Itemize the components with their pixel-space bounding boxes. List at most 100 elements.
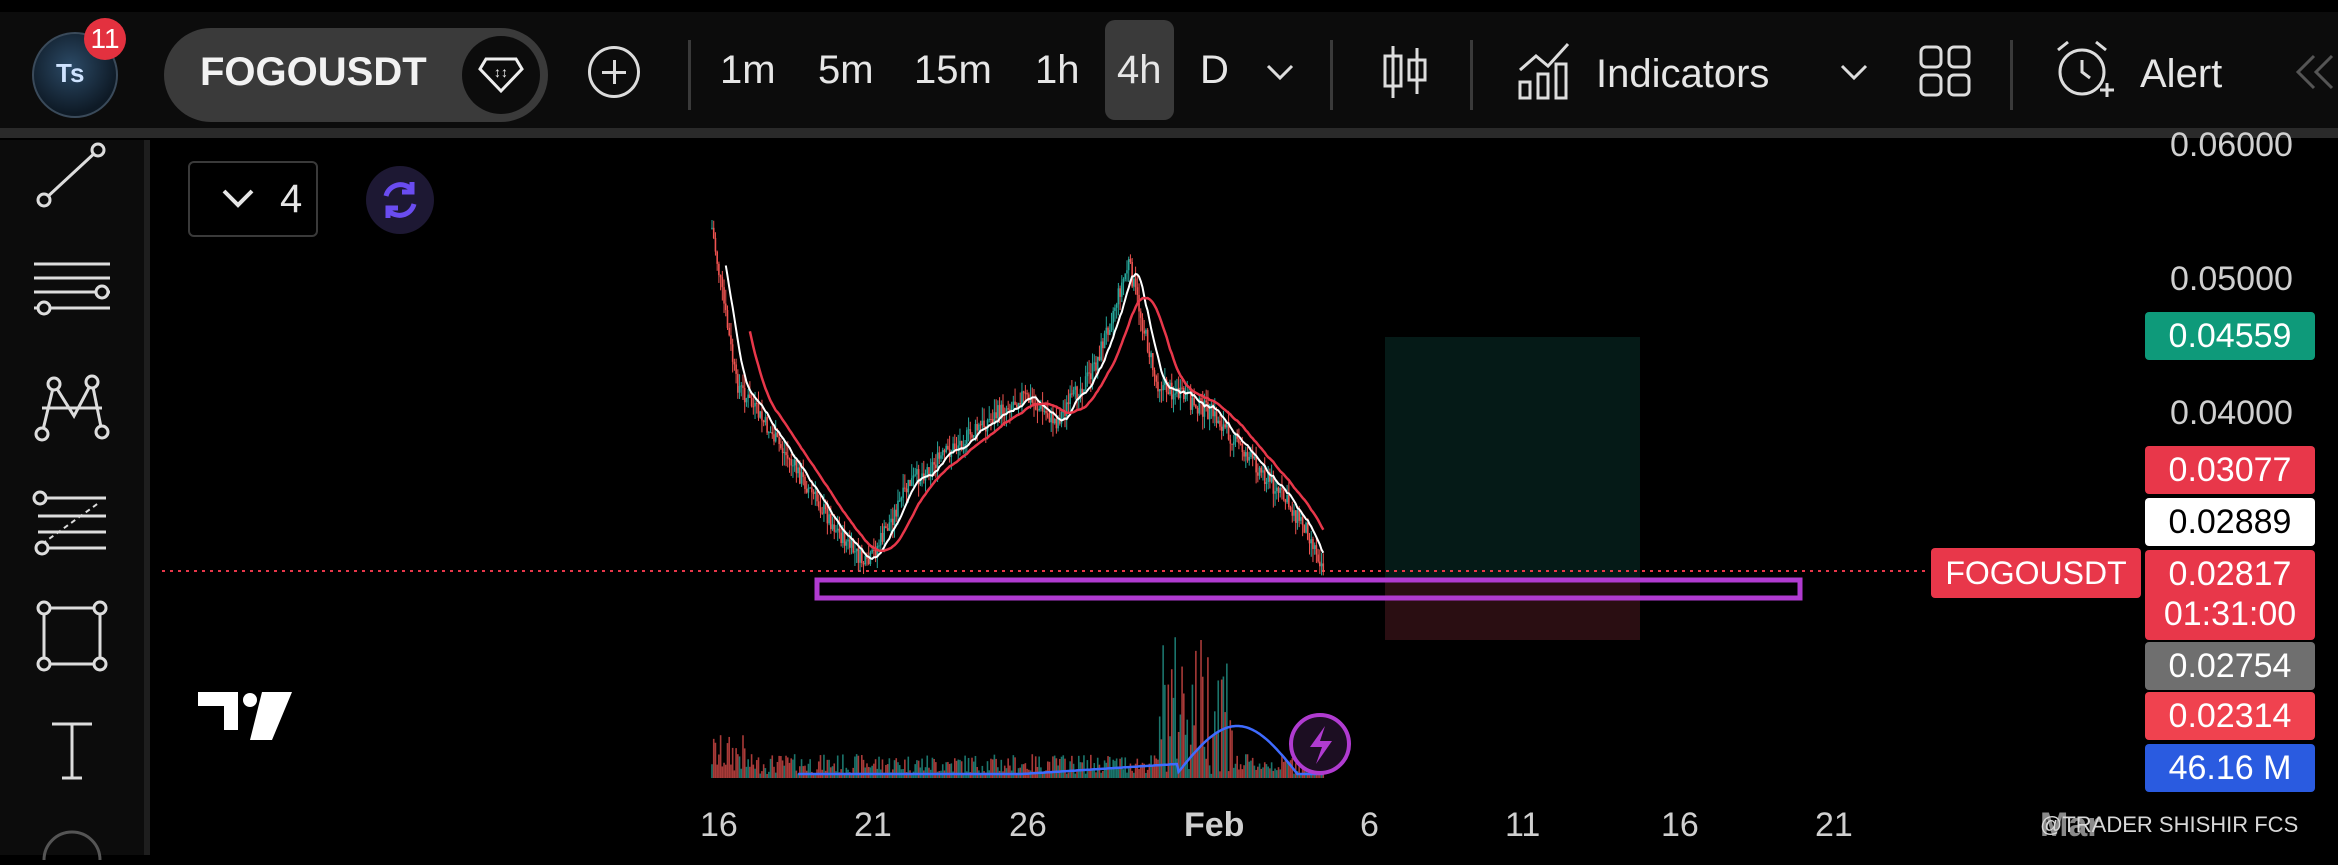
candle-body <box>1267 472 1269 483</box>
layout-grid-icon[interactable] <box>1918 44 1972 103</box>
text-tool-icon[interactable] <box>30 714 114 795</box>
volume-bar <box>712 738 715 778</box>
candle-body <box>1170 382 1173 400</box>
volume-bar <box>964 755 966 778</box>
timeframe-1h[interactable]: 1h <box>1035 48 1080 92</box>
candle-body <box>885 526 887 529</box>
volume-bar <box>721 766 724 778</box>
candle-body <box>1071 393 1073 395</box>
candle-body <box>735 364 737 374</box>
candle-body <box>971 434 973 438</box>
alert-button[interactable]: Alert <box>2140 52 2223 96</box>
candle-body <box>755 403 758 405</box>
token-icon[interactable]: ↕↕ <box>462 36 540 114</box>
volume-bar <box>745 766 748 778</box>
volume-bar <box>1114 760 1116 778</box>
indicators-icon[interactable] <box>1516 40 1574 107</box>
volume-bar <box>833 763 836 778</box>
volume-bar <box>762 764 765 778</box>
volume-bar <box>960 761 963 778</box>
volume-bar <box>1007 758 1009 778</box>
candle-body <box>1229 439 1232 444</box>
volume-bar <box>735 748 737 778</box>
chevron-down-icon[interactable] <box>1262 60 1298 89</box>
candlestick-type-icon[interactable] <box>1380 42 1430 107</box>
price-chart[interactable] <box>160 140 2338 855</box>
timeframe-4h[interactable]: 4h <box>1105 20 1174 120</box>
candle-body <box>1301 517 1304 526</box>
volume-bar <box>1208 765 1211 778</box>
candle-body <box>743 387 746 403</box>
symbol-selector[interactable]: FOGOUSDT ↕↕ <box>164 28 548 122</box>
volume-bar <box>910 773 913 778</box>
candle-body <box>900 497 903 501</box>
volume-bar <box>1046 761 1049 778</box>
volume-bar <box>1153 755 1156 778</box>
volume-bar <box>1064 758 1066 778</box>
candle-body <box>724 303 727 311</box>
timeframe-d[interactable]: D <box>1200 48 1229 92</box>
volume-bar <box>726 743 729 778</box>
timeframe-1m[interactable]: 1m <box>720 48 776 92</box>
candle-body <box>1198 398 1201 414</box>
volume-bar <box>1275 770 1278 778</box>
candle-body <box>761 411 763 421</box>
collapse-arrows-icon[interactable] <box>2292 52 2338 97</box>
candle-body <box>1250 451 1252 457</box>
lightning-icon[interactable] <box>1289 713 1351 775</box>
candle-body <box>1153 370 1156 376</box>
volume-bar <box>991 759 994 778</box>
volume-bar <box>740 768 743 778</box>
trend-line-icon[interactable] <box>30 142 110 217</box>
volume-bar <box>967 757 970 778</box>
candle-body <box>1067 402 1070 405</box>
price-tick-0-05: 0.05000 <box>2170 260 2293 298</box>
indicators-button[interactable]: Indicators <box>1596 52 1770 96</box>
volume-bar <box>1258 763 1261 778</box>
volume-bar <box>819 755 822 778</box>
volume-bar <box>750 754 753 778</box>
volume-bar <box>904 759 906 778</box>
candle-body <box>1165 379 1168 393</box>
pattern-tool-icon[interactable] <box>30 370 114 449</box>
fib-retracement-icon[interactable] <box>30 488 114 563</box>
volume-bar <box>1274 768 1276 778</box>
volume-bar <box>752 764 755 778</box>
candle-body <box>1110 323 1113 330</box>
candle-body <box>1119 288 1121 297</box>
volume-bar <box>1201 676 1204 778</box>
volume-bar <box>731 747 734 778</box>
candle-body <box>1041 404 1044 412</box>
rectangle-icon[interactable] <box>30 596 114 681</box>
volume-bar <box>1050 771 1053 778</box>
candle-body <box>926 467 929 474</box>
candle-body <box>984 427 987 432</box>
candle-body <box>816 491 818 502</box>
candle-body <box>1312 538 1314 549</box>
alarm-clock-icon[interactable] <box>2052 38 2116 109</box>
candle-body <box>1091 363 1094 380</box>
support-zone-box[interactable] <box>814 577 1803 601</box>
interval-selector[interactable]: 4 <box>188 161 318 237</box>
candle-body <box>1117 288 1120 305</box>
divider <box>1330 40 1333 110</box>
sync-button[interactable] <box>366 166 434 234</box>
volume-bar <box>881 759 884 778</box>
chevron-down-icon[interactable] <box>1836 60 1872 89</box>
timeframe-15m[interactable]: 15m <box>914 48 992 92</box>
notification-badge: 11 <box>84 18 126 60</box>
more-tools-icon[interactable] <box>30 820 114 865</box>
volume-bar <box>981 765 984 778</box>
volume-bar <box>1244 754 1247 778</box>
candle-body <box>959 440 961 446</box>
timeframe-5m[interactable]: 5m <box>818 48 874 92</box>
volume-bar <box>862 759 865 778</box>
add-symbol-button[interactable] <box>588 46 640 98</box>
candle-body <box>1121 282 1123 297</box>
candle-body <box>1277 487 1280 493</box>
volume-bar <box>1253 765 1256 778</box>
horizontal-lines-icon[interactable] <box>30 256 114 331</box>
volume-bar <box>749 766 751 778</box>
volume-bar <box>799 766 801 778</box>
candle-body <box>998 405 1001 419</box>
